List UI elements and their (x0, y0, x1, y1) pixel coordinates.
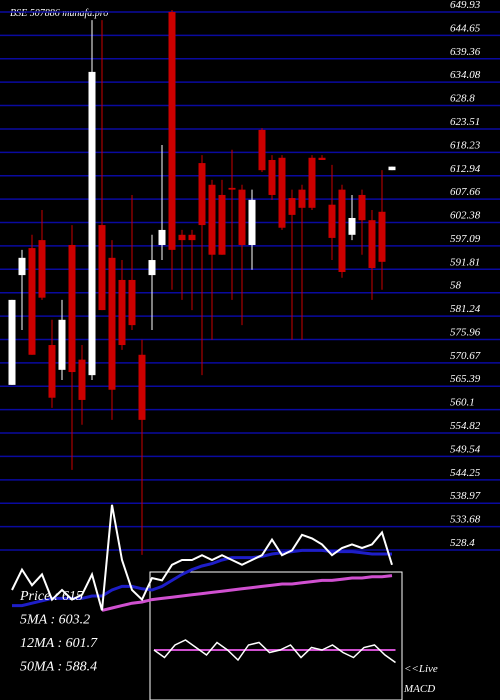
candle-body (388, 166, 396, 171)
candle-body (68, 244, 76, 373)
y-tick-label: 597.09 (450, 233, 481, 245)
candle-body (248, 199, 256, 245)
candle-body (278, 157, 286, 228)
candle-body (288, 198, 296, 215)
candle-body (338, 189, 346, 272)
candle-body (198, 163, 206, 226)
candle-body (378, 211, 386, 262)
candle-body (218, 194, 226, 255)
candle-body (98, 225, 106, 311)
y-tick-label: 575.96 (450, 326, 481, 338)
y-tick-label: 628.8 (450, 93, 475, 105)
candle-body (188, 234, 196, 241)
y-tick-label: 554.82 (450, 420, 481, 432)
candle-body (258, 129, 266, 171)
candle-body (178, 234, 186, 241)
candle-body (48, 345, 56, 398)
y-tick-label: 544.25 (450, 467, 481, 479)
info-text: 12MA : 601.7 (20, 636, 98, 651)
candle-body (128, 279, 136, 326)
info-text: Price : 615 (19, 589, 83, 604)
candle-body (118, 279, 126, 346)
y-tick-label: 623.51 (450, 116, 480, 128)
y-tick-label: 618.23 (450, 139, 481, 151)
candle-body (138, 354, 146, 420)
y-tick-label: 607.66 (450, 186, 481, 198)
candle-body (88, 71, 96, 376)
macd-line (153, 639, 396, 664)
y-tick-label: 612.94 (450, 163, 481, 175)
indicator-line (11, 504, 393, 611)
candle-body (318, 157, 326, 160)
info-text: 5MA : 603.2 (20, 613, 90, 628)
candle-body (348, 217, 356, 235)
y-tick-label: 649.93 (450, 0, 481, 11)
candle-body (108, 257, 116, 390)
y-tick-label: 602.38 (450, 209, 481, 221)
candle-body (148, 260, 156, 276)
indicator-line (101, 574, 393, 612)
chart-title: BSE 507886 munafa.pro (10, 8, 108, 19)
y-tick-label: 639.36 (450, 46, 481, 58)
y-tick-label: 58 (450, 280, 462, 292)
candle-body (328, 204, 336, 238)
y-tick-label: 591.81 (450, 256, 480, 268)
candle-body (308, 157, 316, 208)
y-tick-label: 644.65 (450, 22, 481, 34)
candle-body (158, 229, 166, 245)
candle-body (168, 12, 176, 250)
candle-body (78, 359, 86, 400)
candle-body (358, 194, 366, 221)
y-tick-label: 528.4 (450, 537, 475, 549)
candle-body (18, 257, 26, 276)
y-tick-label: 560.1 (450, 397, 475, 409)
candle-body (8, 299, 16, 385)
live-label: <<Live (404, 663, 438, 675)
candle-body (38, 240, 46, 298)
candle-body (208, 184, 216, 255)
candle-body (238, 189, 246, 245)
y-tick-label: 634.08 (450, 69, 481, 81)
macd-label: MACD (403, 683, 435, 695)
candle-body (298, 189, 306, 208)
y-tick-label: 538.97 (450, 490, 481, 502)
y-tick-label: 549.54 (450, 443, 481, 455)
candle-body (228, 187, 236, 190)
y-tick-label: 570.67 (450, 350, 481, 362)
macd-box (149, 571, 403, 700)
y-tick-label: 581.24 (450, 303, 481, 315)
candle-body (58, 319, 66, 370)
y-tick-label: 565.39 (450, 373, 481, 385)
candle-body (268, 159, 276, 195)
info-text: 50MA : 588.4 (20, 660, 97, 675)
candle-body (368, 220, 376, 269)
candle-body (28, 248, 36, 355)
y-tick-label: 533.68 (450, 514, 481, 526)
